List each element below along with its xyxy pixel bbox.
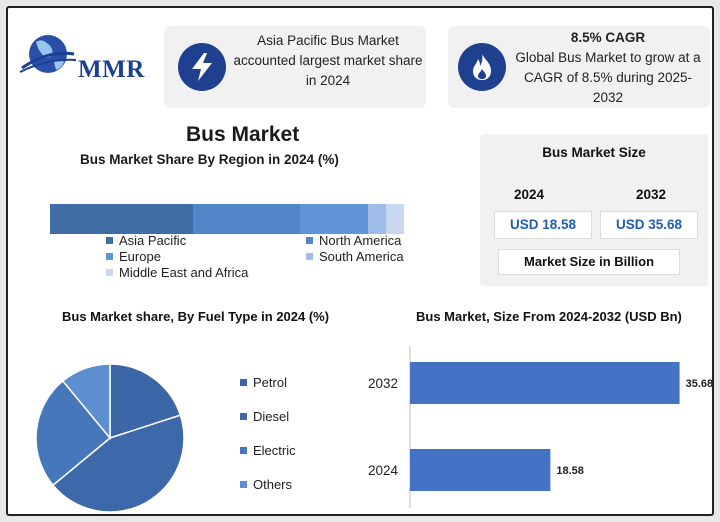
mmr-logo: MMR	[18, 28, 158, 94]
lightning-icon	[178, 43, 226, 91]
region-legend-south-america: South America	[306, 249, 404, 264]
legend-label: Diesel	[253, 409, 290, 424]
region-segment-europe	[300, 204, 369, 234]
legend-swatch	[240, 481, 247, 488]
asia-pacific-card: Asia Pacific Bus Market accounted larges…	[164, 26, 426, 108]
market-size-card: Bus Market Size 2024 2032 USD 18.58 USD …	[480, 134, 708, 286]
cagr-title: 8.5% CAGR	[570, 30, 646, 45]
cagr-text-block: 8.5% CAGR Global Bus Market to grow at a…	[510, 28, 706, 108]
main-title: Bus Market	[186, 123, 300, 146]
region-legend-europe: Europe	[106, 249, 161, 264]
year-2024-label: 2024	[514, 187, 545, 202]
legend-label: Europe	[119, 249, 161, 264]
size-bar-chart: 2032 35.68 2024 18.58	[368, 346, 714, 508]
legend-label: Petrol	[253, 375, 287, 390]
year-2032-label: 2032	[636, 187, 667, 202]
fuel-pie-chart	[35, 363, 185, 513]
region-stacked-bar	[50, 204, 404, 234]
legend-label: Others	[253, 477, 293, 492]
cagr-text: Global Bus Market to grow at a CAGR of 8…	[515, 50, 701, 105]
bar-2032	[410, 362, 680, 404]
region-legend-north-america: North America	[306, 233, 401, 248]
region-segment-south-america	[368, 204, 387, 234]
legend-swatch	[306, 253, 313, 260]
fuel-legend-petrol: Petrol	[240, 375, 287, 390]
bar-data-label: 35.68	[686, 378, 714, 390]
legend-label: Middle East and Africa	[119, 265, 249, 280]
region-legend-asia-pacific: Asia Pacific	[106, 233, 186, 248]
legend-swatch	[240, 413, 247, 420]
asia-pacific-text: Asia Pacific Bus Market accounted larges…	[233, 33, 423, 88]
bar-category-label: 2032	[368, 376, 398, 391]
pie-slice-petrol	[109, 363, 182, 440]
fuel-legend-others: Others	[240, 477, 292, 492]
fuel-legend-electric: Electric	[240, 443, 296, 458]
legend-swatch	[106, 237, 113, 244]
legend-label: Electric	[253, 443, 296, 458]
pie-slice-diesel	[51, 414, 185, 513]
size-bar-chart-title: Bus Market, Size From 2024-2032 (USD Bn)	[416, 309, 682, 324]
legend-label: South America	[319, 249, 404, 264]
value-2024: USD 18.58	[494, 211, 592, 239]
legend-swatch	[106, 269, 113, 276]
market-size-title: Bus Market Size	[542, 145, 646, 160]
bar-2024	[410, 449, 551, 491]
fuel-legend-diesel: Diesel	[240, 409, 289, 424]
cagr-card: 8.5% CAGR Global Bus Market to grow at a…	[448, 26, 710, 108]
value-2032: USD 35.68	[600, 211, 698, 239]
pie-slice-others	[61, 363, 111, 441]
legend-label: North America	[319, 233, 402, 248]
legend-swatch	[240, 447, 247, 454]
bar-data-label: 18.58	[556, 465, 584, 477]
fuel-chart-title: Bus Market share, By Fuel Type in 2024 (…	[62, 309, 330, 324]
globe-icon	[19, 35, 77, 73]
market-size-footer: Market Size in Billion	[498, 249, 680, 275]
region-segment-middle-east-and-africa	[386, 204, 404, 234]
infographic-frame: MMR Asia Pacific Bus Market accounted la…	[6, 6, 714, 516]
legend-swatch	[306, 237, 313, 244]
bar-category-label: 2024	[368, 463, 399, 478]
legend-swatch	[106, 253, 113, 260]
region-segment-asia-pacific	[50, 204, 194, 234]
legend-swatch	[240, 379, 247, 386]
pie-slice-electric	[35, 379, 112, 487]
flame-icon	[458, 43, 506, 91]
logo-text: MMR	[78, 56, 145, 83]
region-chart-title: Bus Market Share By Region in 2024 (%)	[80, 152, 339, 167]
region-legend-middle-east-and-africa: Middle East and Africa	[106, 265, 248, 280]
legend-label: Asia Pacific	[119, 233, 187, 248]
region-segment-north-america	[193, 204, 301, 234]
